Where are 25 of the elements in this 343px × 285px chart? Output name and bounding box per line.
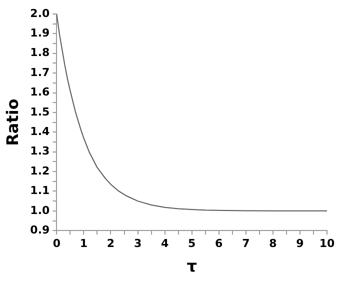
- y-tick-label: 0.9: [30, 223, 50, 236]
- x-tick-label: 5: [188, 237, 196, 250]
- x-tick-label: 10: [319, 237, 335, 250]
- x-tick-label: 9: [296, 237, 304, 250]
- x-tick-label: 0: [52, 237, 61, 250]
- y-tick-label: 1.3: [30, 144, 50, 158]
- y-tick-label: 1.0: [30, 204, 50, 217]
- y-tick-label: 1.4: [30, 125, 50, 138]
- x-tick-label: 6: [215, 237, 224, 250]
- x-tick-label: 1: [80, 237, 88, 250]
- x-axis-title: τ: [186, 256, 197, 276]
- y-tick-label: 1.7: [30, 66, 50, 79]
- y-tick-label: 1.8: [30, 46, 50, 60]
- x-tick-label: 7: [242, 237, 250, 250]
- y-tick-label: 1.1: [30, 184, 50, 198]
- x-tick-label: 2: [106, 237, 115, 250]
- y-tick-label: 1.6: [30, 86, 50, 99]
- x-tick-label: 3: [134, 237, 142, 250]
- y-tick-label: 1.5: [30, 105, 50, 118]
- y-axis-title: Ratio: [2, 98, 22, 146]
- y-tick-label: 1.9: [30, 26, 50, 40]
- x-tick-label: 8: [269, 237, 277, 250]
- y-tick-label: 1.2: [30, 164, 50, 178]
- y-tick-label: 2.0: [30, 6, 50, 20]
- x-tick-label: 4: [160, 237, 169, 250]
